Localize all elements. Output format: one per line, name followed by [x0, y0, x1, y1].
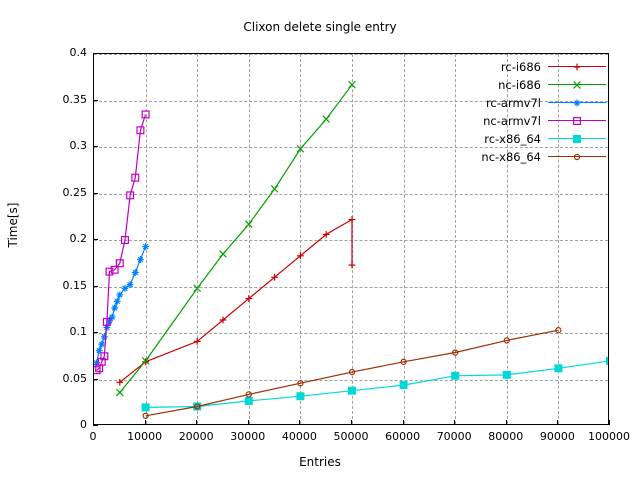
x-tick-mark [144, 420, 146, 425]
series-rc-x86_64 [141, 356, 608, 412]
y-axis-label: Time[s] [6, 202, 20, 248]
x-tick-label: 40000 [281, 430, 317, 443]
legend-swatch [548, 150, 606, 164]
gridline-vertical [506, 54, 508, 424]
series-nc-x86_64 [142, 327, 562, 419]
legend-item-nc-x86_64: nc-x86_64 [446, 148, 606, 166]
x-tick-mark [351, 420, 352, 425]
gridline-vertical [248, 54, 250, 424]
plot-area [93, 53, 609, 425]
x-tick-mark [557, 420, 559, 425]
gridline-horizontal [94, 286, 608, 288]
x-tick-label: 60000 [385, 430, 421, 443]
y-tick-label: 0.2 [69, 232, 88, 245]
y-tick-mark [93, 332, 98, 333]
gridline-vertical [558, 54, 560, 424]
x-tick-label: 80000 [488, 430, 524, 443]
y-tick-mark [93, 192, 98, 194]
x-tick-label: 70000 [436, 430, 472, 443]
legend-label: rc-x86_64 [484, 132, 541, 146]
y-tick-mark [93, 239, 98, 240]
y-tick-label: 0.1 [69, 325, 88, 338]
legend-swatch [548, 132, 606, 146]
y-tick-mark [93, 425, 98, 426]
gridline-vertical [145, 54, 147, 424]
legend-label: nc-i686 [498, 78, 541, 92]
x-tick-mark [299, 420, 301, 425]
x-tick-label: 0 [89, 430, 97, 443]
y-tick-mark [93, 146, 98, 147]
series-rc-armv7l [94, 243, 149, 367]
gridline-horizontal [94, 379, 608, 381]
series-nc-i686 [115, 80, 356, 397]
x-tick-label: 100000 [588, 430, 630, 443]
x-tick-mark [247, 420, 249, 425]
legend-label: rc-i686 [500, 60, 541, 74]
x-tick-label: 90000 [539, 430, 575, 443]
x-tick-label: 30000 [230, 430, 266, 443]
series-nc-armv7l [94, 110, 150, 375]
x-tick-mark [402, 420, 404, 425]
y-tick-label: 0 [80, 418, 87, 431]
legend-item-rc-x86_64: rc-x86_64 [446, 130, 606, 148]
y-tick-mark [93, 99, 98, 101]
chart-legend: rc-i686 nc-i686 rc-armv7l nc-armv7l rc-x86_6… [446, 58, 606, 166]
gridline-vertical [455, 54, 457, 424]
gridline-vertical [403, 54, 405, 424]
gridline-horizontal [94, 54, 608, 55]
y-tick-label: 0.15 [62, 278, 88, 292]
legend-swatch [548, 114, 606, 128]
y-tick-label: 0.4 [69, 46, 88, 59]
legend-item-nc-i686: nc-i686 [446, 76, 606, 94]
legend-swatch [548, 78, 606, 92]
series-rc-i686 [116, 216, 356, 386]
x-tick-mark [196, 420, 198, 425]
gridline-horizontal [94, 193, 608, 195]
legend-label: rc-armv7l [485, 96, 541, 110]
y-tick-label: 0.05 [62, 371, 88, 385]
x-tick-mark [609, 420, 610, 425]
x-tick-label: 50000 [333, 430, 369, 443]
y-tick-label: 0.25 [62, 185, 88, 199]
x-tick-mark [505, 420, 507, 425]
gridline-horizontal [94, 333, 608, 334]
legend-label: nc-armv7l [483, 114, 541, 128]
chart-title: Clixon delete single entry [243, 20, 397, 34]
gridline-horizontal [94, 147, 608, 148]
x-tick-label: 20000 [178, 430, 214, 443]
legend-swatch [548, 60, 606, 74]
gridline-vertical [197, 54, 199, 424]
gridline-horizontal [94, 240, 608, 241]
y-tick-label: 0.3 [69, 139, 88, 152]
gridline-horizontal [94, 100, 608, 102]
legend-item-rc-armv7l: rc-armv7l [446, 94, 606, 112]
legend-label: nc-x86_64 [481, 150, 541, 164]
x-tick-label: 10000 [127, 430, 163, 443]
legend-item-nc-armv7l: nc-armv7l [446, 112, 606, 130]
legend-item-rc-i686: rc-i686 [446, 58, 606, 76]
data-series-layer [94, 80, 608, 419]
legend-swatch [548, 96, 606, 110]
x-tick-mark [454, 420, 456, 425]
gridline-vertical [300, 54, 302, 424]
y-tick-label: 0.35 [62, 92, 88, 106]
y-tick-mark [93, 285, 98, 287]
x-axis-label: Entries [299, 455, 341, 469]
y-tick-mark [93, 378, 98, 380]
